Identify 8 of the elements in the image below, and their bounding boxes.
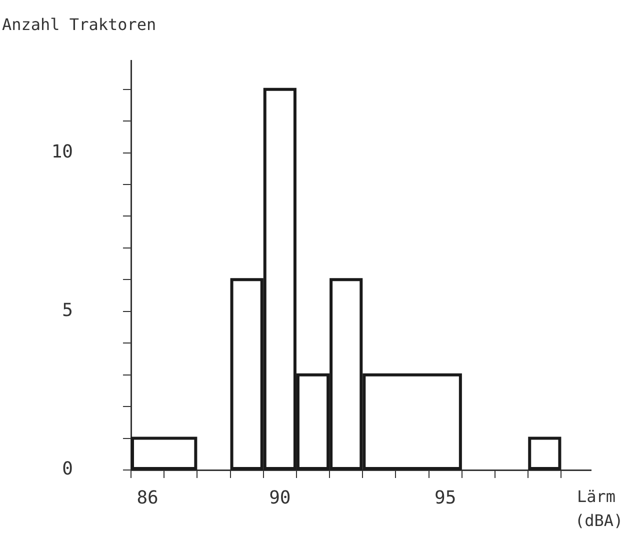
y-tick-label: 10 — [51, 141, 73, 162]
x-tick-label: 90 — [269, 487, 291, 508]
x-tick-label: 95 — [434, 487, 456, 508]
y-axis-title: Anzahl Traktoren — [2, 15, 156, 34]
x-tick-label: 86 — [136, 487, 158, 508]
x-axis-title: Lärm (dBA) — [575, 487, 624, 530]
y-tick-label: 5 — [62, 300, 73, 322]
y-tick-label: 0 — [62, 458, 73, 480]
